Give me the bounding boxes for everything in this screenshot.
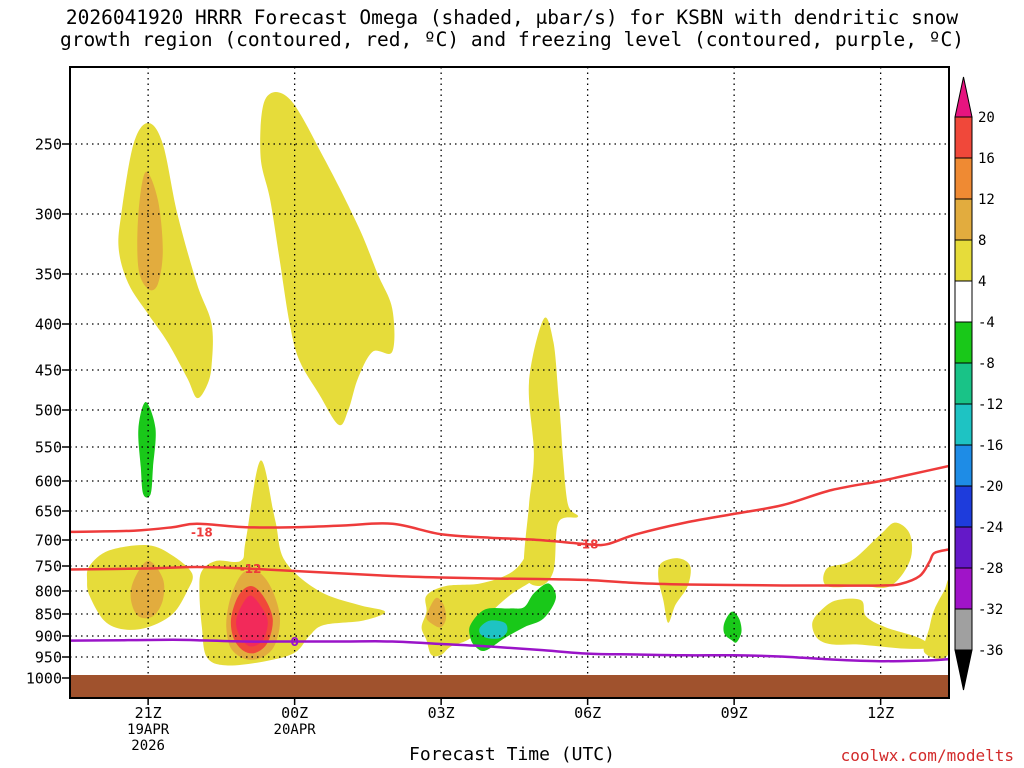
region-12z-upper — [823, 522, 913, 588]
colorbar-divider — [955, 116, 972, 118]
region-03z-low — [421, 534, 555, 657]
y-tick-label: 600 — [35, 473, 62, 491]
region-21z-upper — [118, 123, 213, 399]
y-tick-label: 350 — [35, 266, 62, 284]
region-00z-core — [236, 595, 268, 647]
y-tick-label: 300 — [35, 206, 62, 224]
colorbar-label: 16 — [978, 151, 995, 167]
contour-label: -18 — [577, 538, 599, 552]
colorbar-bin — [954, 198, 973, 241]
colorbar-bin — [954, 403, 973, 446]
minus-18-contour — [70, 464, 949, 547]
colorbar-label: -36 — [978, 643, 1003, 659]
x-tick-label: 00Z — [281, 704, 308, 722]
omega-shaded-regions — [86, 92, 949, 666]
contour-label: -18 — [191, 525, 213, 539]
x-tick-label: 12Z — [867, 704, 894, 722]
colorbar-label: -16 — [978, 438, 1003, 454]
y-tick-label: 650 — [35, 503, 62, 521]
omega-colorbar: 20 16 12 8 4 -4 -8 -12 -16 -20 -24 -28 -32 -36 — [954, 76, 1003, 691]
freezing-level-contour — [70, 638, 949, 663]
colorbar-bin — [954, 321, 973, 364]
colorbar-label: -24 — [978, 520, 1003, 536]
colorbar-top-arrow — [954, 76, 973, 118]
colorbar-bin — [954, 280, 973, 323]
colorbar-bin — [954, 567, 973, 610]
colorbar-bin — [954, 485, 973, 528]
colorbar-bin — [954, 239, 973, 282]
colorbar-label: -12 — [978, 397, 1003, 413]
y-tick-label: 250 — [35, 136, 62, 154]
region-21z-low-core — [130, 560, 165, 619]
region-21z-green — [138, 402, 156, 498]
y-tick-label: 750 — [35, 558, 62, 576]
colorbar-label: 12 — [978, 192, 995, 208]
plot-frame — [69, 66, 950, 699]
minus-12-contour — [70, 548, 949, 587]
colorbar-label: -4 — [978, 315, 995, 331]
colorbar-bin — [954, 157, 973, 200]
x-date-label: 19APR — [127, 722, 170, 738]
x-year-label: 2026 — [131, 738, 165, 754]
region-04z-cyan — [479, 620, 508, 639]
region-00z-upper — [260, 92, 395, 426]
region-03z-spire — [523, 317, 579, 586]
region-12z-low — [812, 598, 931, 649]
colorbar-label: -32 — [978, 602, 1003, 618]
temperature-contours: -18 -18 -12 0 — [70, 464, 949, 663]
x-tick-label: 03Z — [428, 704, 455, 722]
colorbar-bin — [954, 362, 973, 405]
colorbar-bin — [954, 608, 973, 651]
x-tick-label: 06Z — [574, 704, 601, 722]
colorbar-label: -28 — [978, 561, 1003, 577]
y-tick-label: 550 — [35, 439, 62, 457]
y-tick-label: 500 — [35, 402, 62, 420]
ground-surface — [70, 675, 949, 698]
y-tick-label: 950 — [35, 649, 62, 667]
y-tick-label: 400 — [35, 316, 62, 334]
colorbar-bin — [954, 116, 973, 159]
colorbar-bin — [954, 444, 973, 487]
region-03z-low-core — [426, 597, 447, 628]
colorbar-label: 20 — [978, 110, 995, 126]
colorbar-label: 8 — [978, 233, 986, 249]
x-tick-label: 21Z — [135, 704, 162, 722]
y-tick-label: 1000 — [26, 670, 62, 688]
y-tick-label: 700 — [35, 532, 62, 550]
credit-link[interactable]: coolwx.com/modelts — [840, 746, 1014, 765]
y-tick-label: 900 — [35, 628, 62, 646]
x-axis-title: Forecast Time (UTC) — [409, 744, 615, 765]
contour-label: -12 — [240, 562, 262, 576]
colorbar-label: -8 — [978, 356, 995, 372]
colorbar-label: -20 — [978, 479, 1003, 495]
y-tick-label: 850 — [35, 606, 62, 624]
region-09z-green — [723, 611, 742, 643]
x-tick-label: 09Z — [721, 704, 748, 722]
title-line-2: growth region (contoured, red, ºC) and f… — [60, 28, 964, 51]
title-line-1: 2026041920 HRRR Forecast Omega (shaded, … — [65, 6, 959, 29]
pressure-axis: 250 300 350 400 450 500 550 600 650 700 750 800 850 9… — [26, 136, 70, 688]
region-08z — [658, 558, 691, 623]
colorbar-label: 4 — [978, 274, 986, 290]
y-tick-label: 450 — [35, 362, 62, 380]
region-21z-upper-core — [137, 171, 163, 291]
chart-title: 2026041920 HRRR Forecast Omega (shaded, … — [0, 7, 1024, 51]
region-15z-edge — [923, 579, 949, 659]
colorbar-bin — [954, 526, 973, 569]
contour-label: 0 — [290, 635, 298, 649]
y-tick-label: 800 — [35, 583, 62, 601]
x-date-label: 20APR — [274, 722, 317, 738]
colorbar-bottom-arrow — [954, 649, 973, 691]
